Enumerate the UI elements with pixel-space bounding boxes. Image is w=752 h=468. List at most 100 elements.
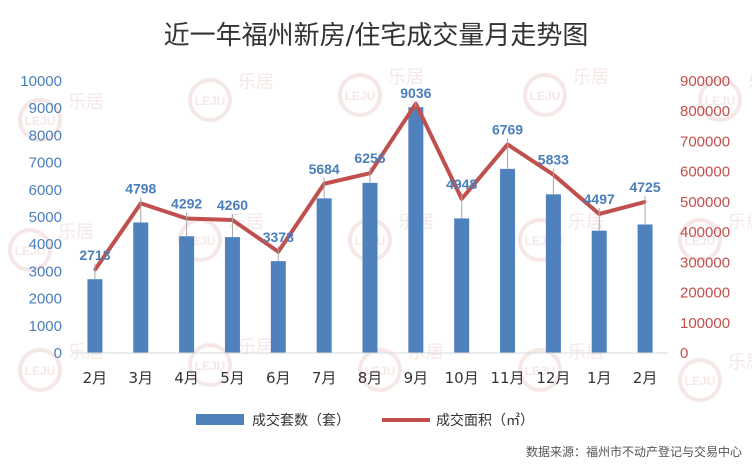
legend-bar-label: 成交套数（套） — [252, 412, 350, 429]
x-axis-tick: 12月 — [536, 369, 570, 387]
left-axis-tick: 10000 — [20, 73, 62, 90]
bar-value-label: 4798 — [125, 180, 156, 196]
bar-value-label: 5684 — [309, 161, 340, 177]
x-axis-tick: 2月 — [633, 369, 658, 387]
bar — [408, 107, 424, 354]
svg-text:LEJU: LEJU — [705, 94, 736, 108]
left-axis-tick: 4000 — [29, 236, 62, 253]
left-axis-tick: 3000 — [29, 263, 62, 280]
left-axis-tick: 2000 — [29, 291, 62, 308]
bar — [545, 194, 561, 353]
bar-value-label: 4725 — [629, 179, 660, 195]
svg-text:乐居: 乐居 — [228, 212, 264, 233]
legend-line-label: 成交面积（㎡） — [436, 412, 534, 429]
watermark-logo: LEJU 乐居 — [338, 67, 424, 117]
right-axis-tick: 900000 — [680, 73, 730, 90]
left-axis-tick: 9000 — [29, 100, 62, 117]
bar-value-label: 2713 — [79, 247, 110, 263]
legend: 成交套数（套） 成交面积（㎡） — [196, 412, 534, 429]
bar — [454, 218, 470, 353]
left-axis: 0 1000 2000 3000 4000 5000 6000 7000 8000 9000 100… — [20, 73, 62, 362]
svg-text:乐居: 乐居 — [573, 67, 609, 88]
chart-title: 近一年福州新房/住宅成交量月走势图 — [164, 21, 589, 51]
leju-watermarks: LEJU 乐居 LEJU 乐居 LEJU 乐居 LEJU 乐居 LEJU 乐居 LEJU 乐居 LEJU… — [8, 67, 752, 402]
svg-text:LEJU: LEJU — [365, 364, 396, 378]
x-axis-tick: 1月 — [587, 369, 612, 387]
watermark-logo: LEJU 乐居 — [698, 72, 752, 122]
left-axis-tick: 6000 — [29, 182, 62, 199]
left-axis-tick: 8000 — [29, 127, 62, 144]
svg-text:LEJU: LEJU — [685, 374, 716, 388]
x-axis-tick: 9月 — [404, 369, 429, 387]
svg-text:乐居: 乐居 — [238, 72, 274, 93]
svg-text:乐居: 乐居 — [68, 92, 104, 113]
svg-text:LEJU: LEJU — [685, 234, 716, 248]
x-axis: 2月 3月 4月 5月 6月 7月 8月 9月 10月 11月 12月 1月 2月 — [72, 352, 668, 387]
right-axis-tick: 0 — [680, 345, 688, 362]
bar — [179, 236, 195, 353]
bar — [637, 224, 653, 353]
svg-text:LEJU: LEJU — [530, 89, 561, 103]
svg-text:乐居: 乐居 — [728, 212, 752, 233]
bar — [133, 222, 149, 353]
svg-text:LEJU: LEJU — [525, 364, 556, 378]
bar-series — [87, 107, 653, 354]
x-axis-tick: 10月 — [445, 369, 479, 387]
right-axis-tick: 300000 — [680, 254, 730, 271]
legend-bar-swatch — [196, 414, 244, 425]
bar — [224, 237, 240, 353]
bar-value-label: 9036 — [400, 85, 431, 101]
watermark-logo: LEJU 乐居 — [18, 92, 104, 142]
bar — [270, 261, 286, 353]
left-axis-tick: 0 — [54, 345, 62, 362]
right-axis: 0 100000 200000 300000 400000 500000 600000 700… — [680, 73, 730, 362]
svg-text:LEJU: LEJU — [195, 359, 226, 373]
bar-value-label: 4292 — [171, 196, 202, 212]
left-axis-tick: 7000 — [29, 155, 62, 172]
source-note: 数据来源：福州市不动产登记与交易中心 — [526, 444, 742, 459]
svg-text:LEJU: LEJU — [15, 244, 46, 258]
x-axis-tick: 5月 — [220, 369, 245, 387]
bar-value-label: 6256 — [354, 150, 385, 166]
watermark-logo: LEJU 乐居 — [188, 72, 274, 122]
bar-value-label: 6769 — [492, 121, 523, 137]
bar-value-label: 4948 — [446, 176, 477, 192]
svg-text:乐居: 乐居 — [58, 222, 94, 243]
bar — [591, 230, 607, 353]
svg-text:乐居: 乐居 — [748, 72, 752, 93]
bar-value-label: 5833 — [538, 152, 569, 168]
right-axis-tick: 200000 — [680, 285, 730, 302]
bar-value-label: 4260 — [217, 197, 248, 213]
left-axis-tick: 5000 — [29, 209, 62, 226]
source-strip — [0, 436, 752, 468]
svg-text:LEJU: LEJU — [345, 89, 376, 103]
right-axis-tick: 400000 — [680, 224, 730, 241]
x-axis-tick: 8月 — [358, 369, 383, 387]
svg-text:LEJU: LEJU — [25, 114, 56, 128]
bar — [500, 168, 516, 353]
svg-text:LEJU: LEJU — [25, 364, 56, 378]
watermark-logo: LEJU 乐居 — [8, 222, 94, 272]
data-labels: 2713 4798 4292 4260 3378 5684 6256 9036 4948 6769… — [79, 85, 661, 280]
bar — [362, 182, 378, 353]
svg-text:乐居: 乐居 — [568, 212, 604, 233]
right-axis-tick: 700000 — [680, 133, 730, 150]
svg-text:乐居: 乐居 — [388, 67, 424, 88]
watermark-logo: LEJU 乐居 — [678, 352, 752, 402]
x-axis-tick: 4月 — [174, 369, 199, 387]
right-axis-tick: 600000 — [680, 164, 730, 181]
right-axis-tick: 100000 — [680, 315, 730, 332]
svg-text:LEJU: LEJU — [195, 94, 226, 108]
bar-value-label: 4497 — [584, 191, 615, 207]
bar — [87, 279, 103, 353]
bar — [316, 198, 332, 353]
x-axis-tick: 3月 — [128, 369, 153, 387]
bar-value-label: 3378 — [263, 229, 294, 245]
x-axis-tick: 11月 — [490, 369, 524, 387]
x-axis-tick: 6月 — [266, 369, 291, 387]
svg-text:乐居: 乐居 — [238, 337, 274, 358]
x-axis-tick: 7月 — [312, 369, 337, 387]
x-axis-tick: 2月 — [83, 369, 108, 387]
right-axis-tick: 500000 — [680, 194, 730, 211]
